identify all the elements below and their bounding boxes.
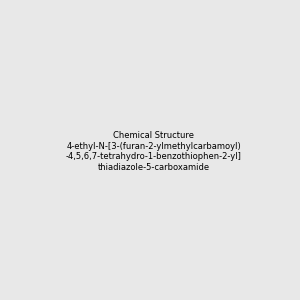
Text: Chemical Structure
4-ethyl-N-[3-(furan-2-ylmethylcarbamoyl)
-4,5,6,7-tetrahydro-: Chemical Structure 4-ethyl-N-[3-(furan-2… <box>66 131 242 172</box>
